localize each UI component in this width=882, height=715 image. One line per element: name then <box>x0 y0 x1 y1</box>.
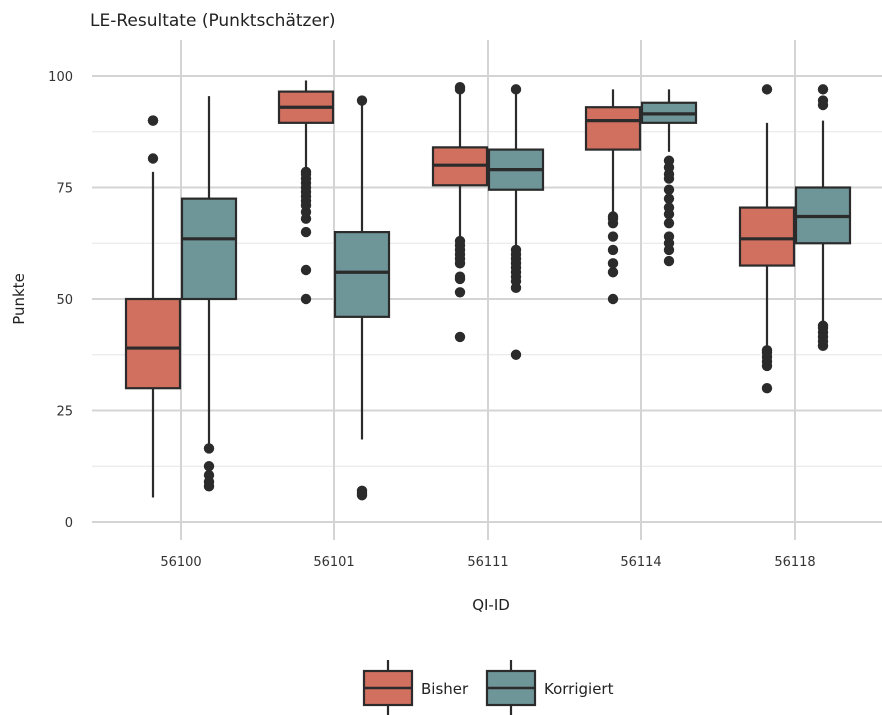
outlier-point <box>454 331 466 343</box>
outlier-point <box>510 84 522 95</box>
series-bisher <box>124 80 796 498</box>
outlier-point <box>607 231 619 242</box>
box-bisher-56101 <box>277 80 335 305</box>
outlier-point <box>356 95 368 106</box>
x-tick-label: 56111 <box>467 555 508 570</box>
series-korrigiert <box>180 84 852 501</box>
outlier-point <box>817 84 829 95</box>
outlier-point <box>607 244 619 256</box>
outlier-point <box>817 95 829 106</box>
x-tick-label: 56118 <box>774 555 815 570</box>
outlier-point <box>510 349 522 360</box>
outlier-point <box>607 267 619 278</box>
box-korrigiert-56118 <box>794 84 852 352</box>
x-tick-label: 56101 <box>313 555 354 570</box>
outlier-point <box>300 226 312 238</box>
outlier-point <box>300 293 312 305</box>
y-tick-label: 100 <box>48 70 73 85</box>
outlier-point <box>607 258 619 269</box>
box-korrigiert-56101 <box>333 95 391 501</box>
outlier-point <box>454 271 466 282</box>
outlier-point <box>510 244 522 256</box>
outlier-point <box>663 217 675 229</box>
outlier-point <box>147 115 159 126</box>
outlier-point <box>454 287 466 298</box>
box-bisher-56114 <box>584 89 642 305</box>
outlier-point <box>761 84 773 95</box>
box-korrigiert-56100 <box>180 96 238 492</box>
outlier-point <box>203 461 215 472</box>
outlier-point <box>663 202 675 213</box>
box-bisher-56111 <box>431 81 489 343</box>
outlier-point <box>663 155 675 166</box>
outlier-point <box>203 443 215 454</box>
box-body <box>584 106 642 151</box>
outlier-point <box>300 166 312 178</box>
outlier-point <box>663 255 675 267</box>
legend: Bisher Korrigiert <box>362 660 614 715</box>
outlier-point <box>356 485 368 496</box>
x-axis-title: QI-ID <box>472 596 510 614</box>
outlier-point <box>761 345 773 356</box>
y-tick-label: 50 <box>56 293 73 308</box>
outlier-point <box>607 293 619 305</box>
outlier-point <box>147 153 159 164</box>
legend-label: Korrigiert <box>544 680 614 698</box>
x-tick-label: 56114 <box>620 555 661 570</box>
box-korrigiert-56114 <box>640 89 698 267</box>
y-axis-ticks: 0 25 50 75 100 <box>48 70 73 531</box>
x-axis-ticks: 56100 56101 56111 56114 56118 <box>160 555 815 570</box>
x-tick-label: 56100 <box>160 555 201 570</box>
box-body <box>738 206 796 267</box>
outlier-point <box>454 235 466 247</box>
outlier-point <box>454 81 466 93</box>
outlier-point <box>761 383 773 394</box>
outlier-point <box>663 193 675 204</box>
chart-title: LE-Resultate (Punktschätzer) <box>90 11 336 31</box>
box-bisher-56100 <box>124 115 182 498</box>
legend-item-bisher: Bisher <box>362 660 469 715</box>
box-body <box>124 297 182 390</box>
box-body <box>333 231 391 318</box>
outlier-point <box>203 469 215 481</box>
y-axis-title: Punkte <box>10 273 28 325</box>
outlier-point <box>663 231 675 242</box>
y-tick-label: 0 <box>65 516 73 531</box>
box-series <box>124 80 852 501</box>
box-korrigiert-56111 <box>487 84 545 360</box>
outlier-point <box>607 211 619 222</box>
box-body <box>180 197 238 301</box>
legend-label: Bisher <box>421 680 469 698</box>
y-tick-label: 25 <box>56 405 73 420</box>
legend-item-korrigiert: Korrigiert <box>485 660 614 715</box>
outlier-point <box>817 320 829 331</box>
outlier-point <box>300 264 312 276</box>
y-tick-label: 75 <box>56 182 73 197</box>
box-bisher-56118 <box>738 84 796 394</box>
outlier-point <box>663 184 675 195</box>
